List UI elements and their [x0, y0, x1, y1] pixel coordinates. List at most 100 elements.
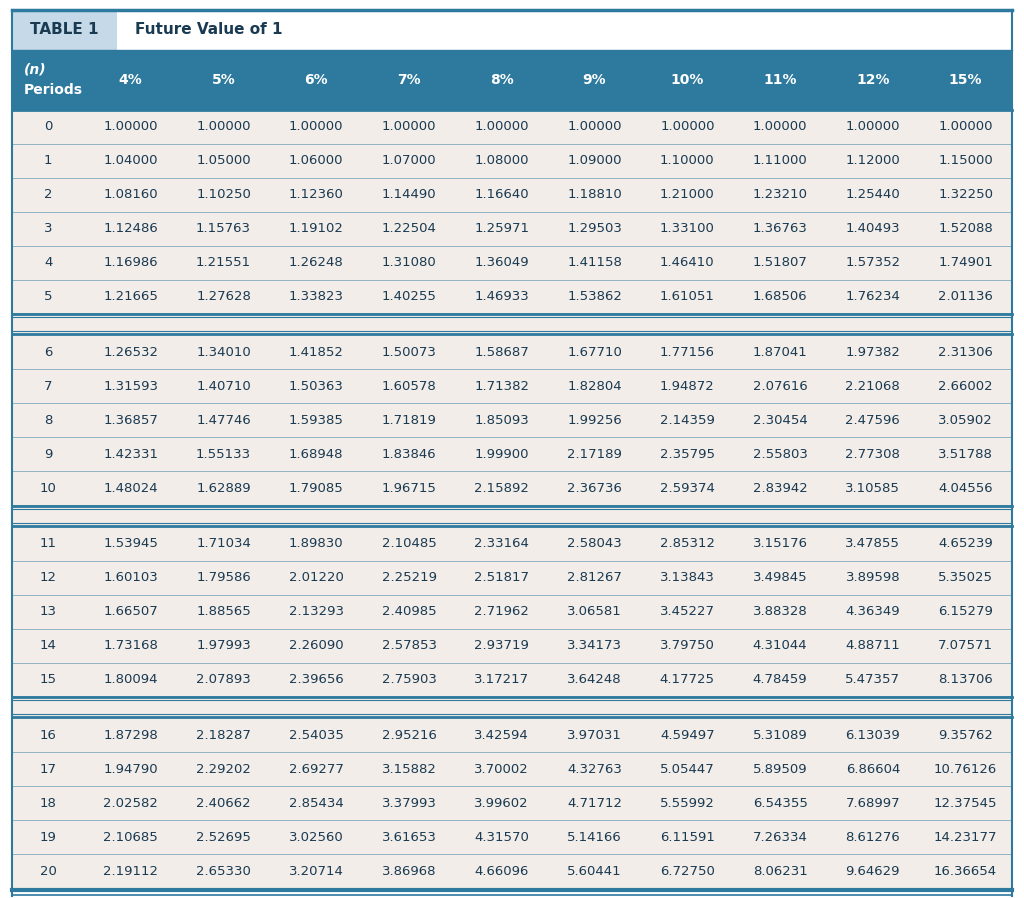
Text: 1.31080: 1.31080	[382, 256, 436, 269]
Bar	[12, 10, 117, 50]
Text: (n): (n)	[24, 63, 47, 77]
Text: 1.08000: 1.08000	[474, 154, 529, 167]
Text: 1.14490: 1.14490	[382, 189, 436, 201]
Text: 1.21551: 1.21551	[196, 256, 251, 269]
Text: 1.66507: 1.66507	[103, 605, 158, 618]
Text: 16: 16	[40, 729, 56, 742]
Text: 2.51817: 2.51817	[474, 571, 529, 585]
Text: 2.33164: 2.33164	[474, 537, 529, 550]
Text: 8%: 8%	[489, 73, 514, 87]
Text: 2.35795: 2.35795	[659, 447, 715, 461]
Text: 1.19102: 1.19102	[289, 222, 344, 235]
Text: 2.10485: 2.10485	[382, 537, 436, 550]
Text: 1.16640: 1.16640	[474, 189, 529, 201]
Text: 3.45227: 3.45227	[659, 605, 715, 618]
Text: 1.05000: 1.05000	[197, 154, 251, 167]
Text: 1.94872: 1.94872	[659, 380, 715, 392]
Text: 1.15000: 1.15000	[938, 154, 993, 167]
Text: 2.65330: 2.65330	[196, 865, 251, 877]
Text: 2.21068: 2.21068	[846, 380, 900, 392]
Text: 1.31593: 1.31593	[103, 380, 159, 392]
Text: 1.80094: 1.80094	[103, 673, 158, 686]
Text: 1.08160: 1.08160	[103, 189, 158, 201]
Text: 1: 1	[44, 154, 52, 167]
Text: 5.14166: 5.14166	[567, 831, 622, 843]
Text: 17: 17	[40, 762, 56, 776]
Text: 2.40662: 2.40662	[197, 797, 251, 810]
Text: 1.73168: 1.73168	[103, 639, 158, 652]
Text: 2.47596: 2.47596	[846, 414, 900, 427]
Text: 11%: 11%	[763, 73, 797, 87]
Text: 7.68997: 7.68997	[846, 797, 900, 810]
Text: 2.55803: 2.55803	[753, 447, 808, 461]
Text: 3.49845: 3.49845	[753, 571, 807, 585]
Text: 8.13706: 8.13706	[938, 673, 993, 686]
Text: 2.83942: 2.83942	[753, 481, 808, 495]
Text: 2.29202: 2.29202	[196, 762, 251, 776]
Text: 1.96715: 1.96715	[382, 481, 436, 495]
Text: 1.10250: 1.10250	[196, 189, 251, 201]
Text: 8.06231: 8.06231	[753, 865, 808, 877]
Text: 2.85434: 2.85434	[289, 797, 344, 810]
Text: 2.57853: 2.57853	[382, 639, 436, 652]
Text: 6.15279: 6.15279	[938, 605, 993, 618]
Text: 4.71712: 4.71712	[567, 797, 622, 810]
Text: 2.13293: 2.13293	[289, 605, 344, 618]
Text: 1.60578: 1.60578	[382, 380, 436, 392]
Text: 12.37545: 12.37545	[934, 797, 997, 810]
Text: 1.11000: 1.11000	[753, 154, 808, 167]
Text: 4.78459: 4.78459	[753, 673, 807, 686]
Text: Future Value of 1: Future Value of 1	[135, 22, 283, 38]
Text: 2.66002: 2.66002	[938, 380, 993, 392]
Text: 2.75903: 2.75903	[382, 673, 436, 686]
Text: 2.14359: 2.14359	[659, 414, 715, 427]
Text: 1.04000: 1.04000	[103, 154, 158, 167]
Bar	[12, 50, 1012, 110]
Text: 5.47357: 5.47357	[846, 673, 900, 686]
Text: 0: 0	[44, 120, 52, 134]
Text: 3.20714: 3.20714	[289, 865, 344, 877]
Text: 4.31044: 4.31044	[753, 639, 807, 652]
Text: 6: 6	[44, 346, 52, 359]
Text: 3.86968: 3.86968	[382, 865, 436, 877]
Text: 1.26248: 1.26248	[289, 256, 344, 269]
Text: 10.76126: 10.76126	[934, 762, 997, 776]
Text: Periods: Periods	[24, 84, 83, 97]
Text: 1.71819: 1.71819	[382, 414, 436, 427]
Text: 9%: 9%	[583, 73, 606, 87]
Text: 1.21000: 1.21000	[659, 189, 715, 201]
Text: 1.85093: 1.85093	[474, 414, 529, 427]
Text: 1.36763: 1.36763	[753, 222, 808, 235]
Text: 1.79586: 1.79586	[197, 571, 251, 585]
Text: 5.31089: 5.31089	[753, 729, 808, 742]
Text: 1.00000: 1.00000	[103, 120, 158, 134]
Text: 7: 7	[44, 380, 52, 392]
Text: 1.51807: 1.51807	[753, 256, 808, 269]
Text: 1.00000: 1.00000	[474, 120, 529, 134]
Text: 8: 8	[44, 414, 52, 427]
Text: 1.36049: 1.36049	[474, 256, 529, 269]
Text: 2.52695: 2.52695	[196, 831, 251, 843]
Text: 1.00000: 1.00000	[382, 120, 436, 134]
Text: 1.62889: 1.62889	[197, 481, 251, 495]
Text: 1.10000: 1.10000	[660, 154, 715, 167]
Text: 2.54035: 2.54035	[289, 729, 344, 742]
Text: 2.19112: 2.19112	[103, 865, 159, 877]
Text: 2.71962: 2.71962	[474, 605, 529, 618]
Text: 4: 4	[44, 256, 52, 269]
Text: 2.18287: 2.18287	[196, 729, 251, 742]
Text: 1.68506: 1.68506	[753, 290, 807, 303]
Text: 20: 20	[40, 865, 56, 877]
Text: 5.60441: 5.60441	[567, 865, 622, 877]
Text: 1.55133: 1.55133	[196, 447, 251, 461]
Text: 1.42331: 1.42331	[103, 447, 159, 461]
Text: 1.23210: 1.23210	[753, 189, 808, 201]
Text: 3.61653: 3.61653	[382, 831, 436, 843]
Text: 4.59497: 4.59497	[660, 729, 715, 742]
Text: 1.94790: 1.94790	[103, 762, 158, 776]
Text: 1.58687: 1.58687	[474, 346, 529, 359]
Text: 1.74901: 1.74901	[938, 256, 993, 269]
Text: 5%: 5%	[212, 73, 236, 87]
Text: 1.99900: 1.99900	[474, 447, 529, 461]
Text: 6.86604: 6.86604	[846, 762, 900, 776]
